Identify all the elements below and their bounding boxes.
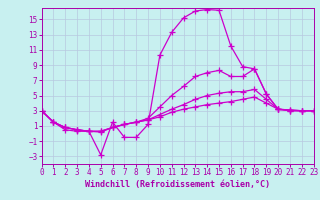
X-axis label: Windchill (Refroidissement éolien,°C): Windchill (Refroidissement éolien,°C): [85, 180, 270, 189]
